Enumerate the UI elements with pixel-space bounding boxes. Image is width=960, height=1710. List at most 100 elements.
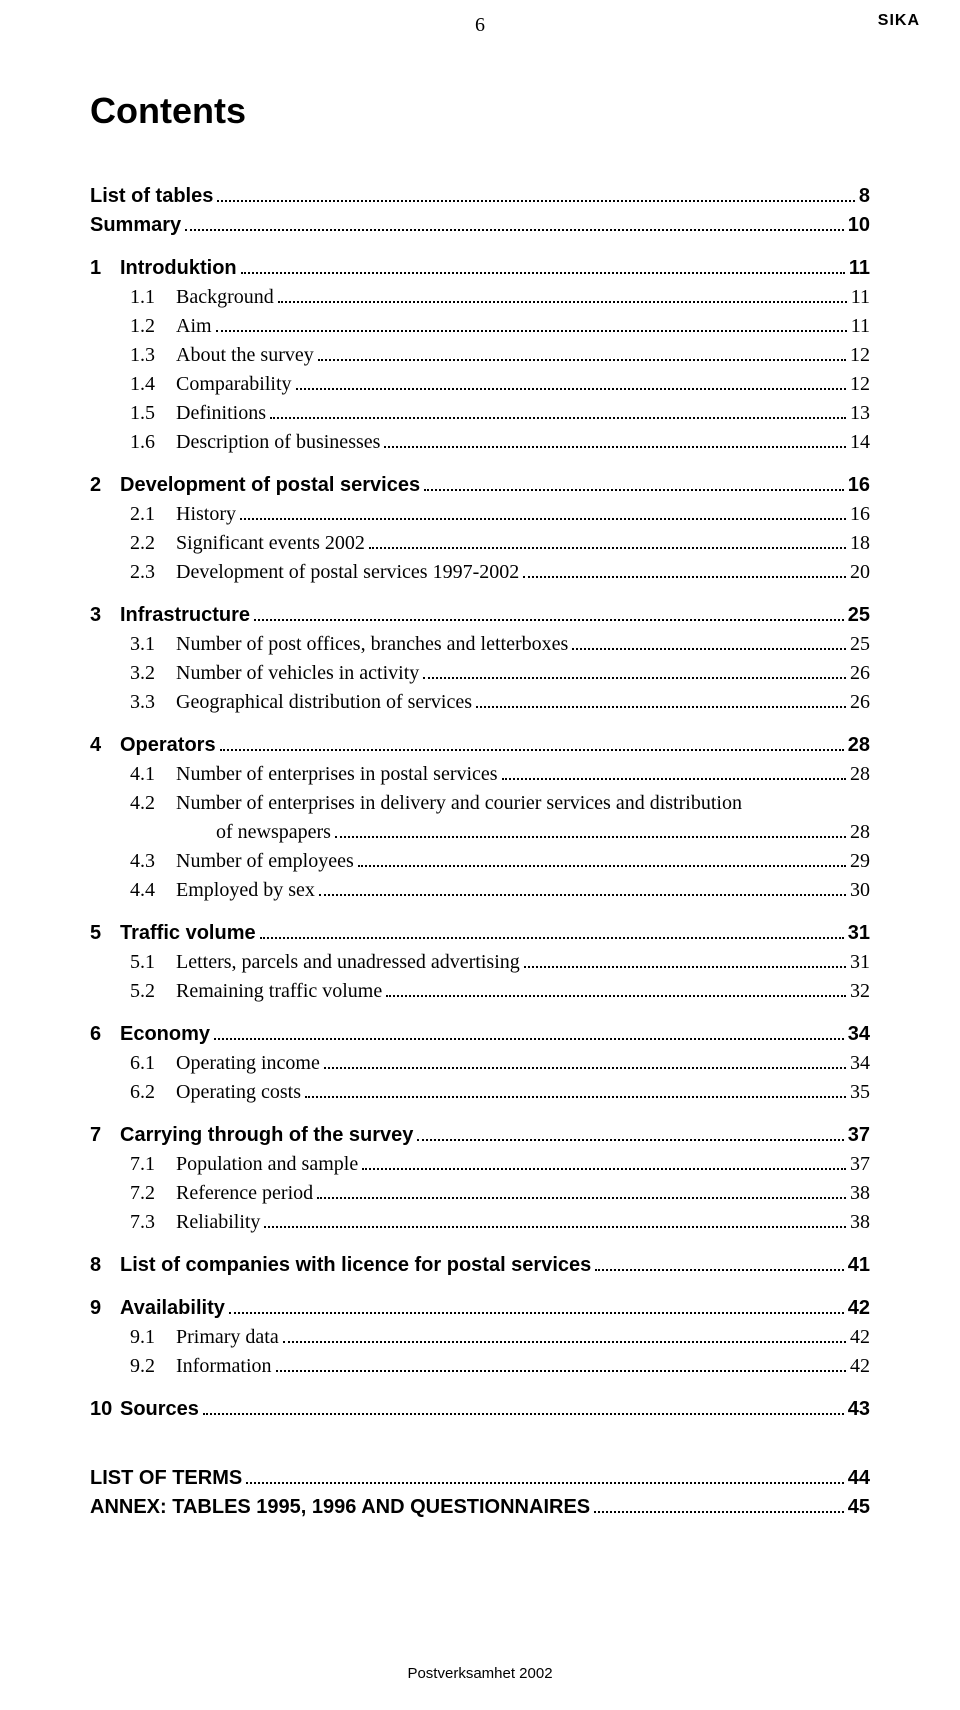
toc-entry: 10Sources 43	[90, 1395, 870, 1424]
toc-entry-number: 1.3	[130, 341, 176, 370]
toc-leader	[240, 518, 846, 520]
toc-entry: 5Traffic volume31	[90, 919, 870, 948]
toc-entry-label: Background	[176, 283, 274, 312]
page-title: Contents	[90, 90, 870, 132]
toc-entry-label: Infrastructure	[120, 601, 250, 630]
toc-entry-number: 3.2	[130, 659, 176, 688]
toc-entry-page: 35	[850, 1078, 870, 1107]
toc-entry-label: Sources	[120, 1395, 199, 1424]
toc-leader	[324, 1067, 846, 1069]
toc-leader	[254, 619, 844, 621]
toc-entry-number: 8	[90, 1251, 120, 1280]
toc-entry: 2.1History16	[90, 500, 870, 529]
toc-entry-number: 4.4	[130, 876, 176, 905]
toc-entry: 9Availability42	[90, 1294, 870, 1323]
toc-group: 6Economy346.1Operating income346.2Operat…	[90, 1020, 870, 1107]
toc-leader	[296, 388, 846, 390]
toc-entry-page: 16	[850, 500, 870, 529]
toc-leader	[246, 1482, 844, 1484]
toc-entry: 4.4Employed by sex30	[90, 876, 870, 905]
toc-entry: 1.5Definitions13	[90, 399, 870, 428]
page-number: 6	[475, 14, 485, 37]
toc-entry-label: List of tables	[90, 182, 213, 211]
toc-leader	[362, 1168, 846, 1170]
toc-entry-label: Geographical distribution of services	[176, 688, 472, 717]
toc-leader	[502, 778, 846, 780]
toc-entry-label: LIST OF TERMS	[90, 1464, 242, 1493]
toc-entry-number: 2.2	[130, 529, 176, 558]
toc-entry-label: Remaining traffic volume	[176, 977, 382, 1006]
toc-group: List of tables8Summary10	[90, 182, 870, 240]
toc-entry-page: 32	[850, 977, 870, 1006]
toc-group: 3Infrastructure253.1Number of post offic…	[90, 601, 870, 717]
toc-leader	[423, 677, 846, 679]
toc-entry-number: 10	[90, 1395, 120, 1424]
toc-entry-number: 9.1	[130, 1323, 176, 1352]
toc-entry-page: 28	[850, 818, 870, 847]
toc-leader	[229, 1312, 844, 1314]
toc-entry-label: Reliability	[176, 1208, 260, 1237]
toc-group: 5Traffic volume315.1Letters, parcels and…	[90, 919, 870, 1006]
toc-entry-number: 1	[90, 254, 120, 283]
toc-entry: 7.2Reference period38	[90, 1179, 870, 1208]
toc-entry-number: 4	[90, 731, 120, 760]
toc-group: 8List of companies with licence for post…	[90, 1251, 870, 1280]
toc-entry: 5.2Remaining traffic volume32	[90, 977, 870, 1006]
toc-entry-number: 2	[90, 471, 120, 500]
toc-entry: 4.3Number of employees29	[90, 847, 870, 876]
toc-entry-label: Operators	[120, 731, 216, 760]
toc-entry-page: 34	[848, 1020, 870, 1049]
toc-leader	[384, 446, 846, 448]
toc-entry-page: 8	[859, 182, 870, 211]
toc-group: 1Introduktion111.1Background111.2Aim111.…	[90, 254, 870, 457]
toc-entry-page: 42	[850, 1323, 870, 1352]
toc-entry-label: Economy	[120, 1020, 210, 1049]
toc-entry-page: 37	[848, 1121, 870, 1150]
toc-entry-label: Carrying through of the survey	[120, 1121, 413, 1150]
toc-entry-page: 11	[849, 254, 870, 283]
toc-leader	[524, 966, 846, 968]
toc-entry-number: 7.2	[130, 1179, 176, 1208]
toc-entry-number: 1.6	[130, 428, 176, 457]
toc-entry: 2.3Development of postal services 1997-2…	[90, 558, 870, 587]
toc-leader	[185, 229, 844, 231]
toc-entry-label: Aim	[176, 312, 212, 341]
toc-entry-number: 5.1	[130, 948, 176, 977]
toc-leader	[220, 749, 844, 751]
toc-entry: 1.2Aim11	[90, 312, 870, 341]
toc-entry: 6.2Operating costs35	[90, 1078, 870, 1107]
toc-entry-label: History	[176, 500, 236, 529]
toc-group: 4Operators 28 4.1Number of enterprises in …	[90, 731, 870, 905]
toc-leader	[523, 576, 846, 578]
toc-leader	[260, 937, 844, 939]
toc-entry-label: of newspapers	[216, 818, 331, 847]
toc-entry: 1Introduktion11	[90, 254, 870, 283]
toc-entry-number: 6	[90, 1020, 120, 1049]
toc-entry-page: 38	[850, 1208, 870, 1237]
toc-entry-label: Letters, parcels and unadressed advertis…	[176, 948, 520, 977]
toc-entry: ANNEX: TABLES 1995, 1996 AND QUESTIONNAI…	[90, 1493, 870, 1522]
toc-entry-label: Description of businesses	[176, 428, 380, 457]
toc-leader	[264, 1226, 846, 1228]
toc-group: 2Development of postal services162.1Hist…	[90, 471, 870, 587]
toc-entry: 4.2Number of enterprises in delivery and…	[90, 789, 870, 847]
toc-entry-label: Number of enterprises in delivery and co…	[176, 789, 742, 818]
toc-entry-page: 42	[848, 1294, 870, 1323]
toc-entry-label: Development of postal services 1997-2002	[176, 558, 519, 587]
toc-entry-label: Development of postal services	[120, 471, 420, 500]
toc-leader	[594, 1511, 844, 1513]
toc-group: 10Sources 43	[90, 1395, 870, 1424]
toc-entry-page: 37	[850, 1150, 870, 1179]
toc-entry: 3.3Geographical distribution of services…	[90, 688, 870, 717]
toc-entry-page: 43	[848, 1395, 870, 1424]
toc-leader	[203, 1413, 844, 1415]
toc-entry: 7.1Population and sample37	[90, 1150, 870, 1179]
toc-entry-number: 4.1	[130, 760, 176, 789]
toc-entry-page: 28	[850, 760, 870, 789]
toc-entry: 9.2Information42	[90, 1352, 870, 1381]
toc-leader	[214, 1038, 844, 1040]
toc-entry: 7.3Reliability38	[90, 1208, 870, 1237]
toc-entry: 1.3About the survey12	[90, 341, 870, 370]
toc-entry-label: Population and sample	[176, 1150, 358, 1179]
toc-entry-page: 11	[851, 283, 870, 312]
